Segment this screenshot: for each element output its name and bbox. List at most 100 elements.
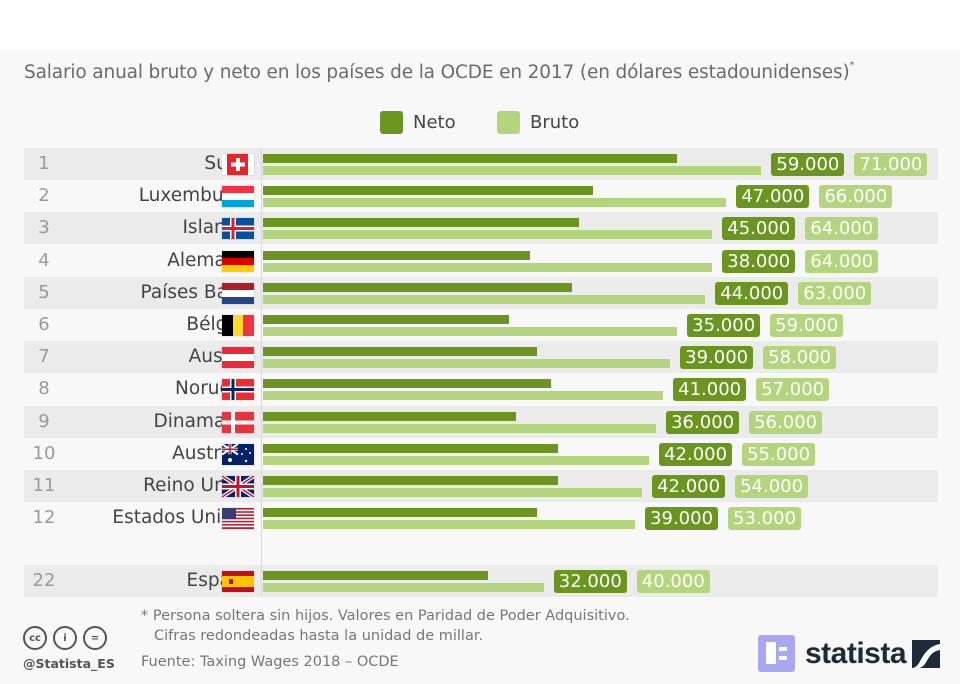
legend-swatch-bruto bbox=[497, 110, 520, 134]
bar-neto bbox=[263, 476, 558, 485]
data-label-bruto: 40.000 bbox=[636, 570, 710, 593]
data-label-neto: 39.000 bbox=[645, 507, 719, 531]
bar-neto bbox=[263, 347, 537, 357]
rank-label: 11 bbox=[32, 475, 56, 496]
bar-bruto bbox=[263, 359, 671, 369]
table-row: 2 Luxemburgo 47.000 66.000 bbox=[24, 180, 938, 212]
bar-bruto bbox=[263, 488, 643, 497]
table-row: 9 Dinamarca 36.000 56.000 bbox=[24, 405, 938, 438]
data-label-bruto: 64.000 bbox=[805, 249, 879, 273]
statista-mark-icon bbox=[758, 635, 795, 672]
bar-bruto bbox=[263, 391, 664, 401]
united-states-flag-icon bbox=[222, 508, 254, 530]
data-label-neto: 41.000 bbox=[673, 378, 747, 402]
rank-label: 7 bbox=[38, 346, 50, 368]
bar-neto bbox=[263, 218, 579, 228]
data-label-bruto: 63.000 bbox=[798, 281, 872, 305]
title-footnote-marker: * bbox=[849, 60, 855, 71]
table-row: 22 España 32.000 40.000 bbox=[24, 565, 938, 597]
norway-flag-icon bbox=[222, 379, 254, 401]
table-row: 4 Alemania 38.000 64.000 bbox=[24, 245, 938, 277]
data-label-neto: 42.000 bbox=[652, 475, 726, 498]
data-label-neto: 32.000 bbox=[553, 570, 627, 593]
table-row: 6 Bélgica 35.000 59.000 bbox=[24, 309, 938, 341]
rank-label: 8 bbox=[38, 378, 50, 400]
statista-wordmark: statista bbox=[805, 636, 907, 670]
table-row: 10 Australia 42.000 55.000 bbox=[24, 438, 938, 470]
bar-neto bbox=[263, 186, 593, 196]
axis-baseline bbox=[261, 148, 262, 596]
table-row: 5 Países Bajos 44.000 63.000 bbox=[24, 276, 938, 309]
bar-bruto bbox=[263, 423, 657, 433]
data-label-bruto: 64.000 bbox=[805, 217, 879, 241]
chart-title: Salario anual bruto y neto en los países… bbox=[24, 60, 855, 83]
australia-flag-icon bbox=[222, 443, 254, 465]
data-label-neto: 35.000 bbox=[687, 314, 761, 337]
data-label-neto: 45.000 bbox=[722, 217, 796, 241]
legend-item-bruto: Bruto bbox=[497, 110, 579, 134]
table-row: 8 Noruega 41.000 57.000 bbox=[24, 373, 938, 405]
data-label-neto: 39.000 bbox=[680, 346, 754, 370]
source-text: Fuente: Taxing Wages 2018 – OCDE bbox=[141, 654, 399, 670]
footnote-line-1: * Persona soltera sin hijos. Valores en … bbox=[141, 608, 630, 624]
rank-label: 12 bbox=[32, 507, 56, 529]
switzerland-flag-icon bbox=[222, 154, 254, 175]
bar-neto bbox=[263, 315, 509, 324]
social-handle: @Statista_ES bbox=[23, 656, 115, 671]
legend-label-neto: Neto bbox=[413, 111, 456, 133]
data-label-neto: 42.000 bbox=[659, 442, 733, 466]
rank-label: 9 bbox=[38, 410, 50, 432]
table-row: 12 Estados Unidos 39.000 53.000 bbox=[24, 502, 938, 534]
germany-flag-icon bbox=[222, 250, 254, 272]
rank-label: 6 bbox=[38, 314, 50, 335]
united-kingdom-flag-icon bbox=[222, 476, 254, 497]
bar-neto bbox=[263, 443, 558, 453]
rank-label: 4 bbox=[38, 249, 50, 271]
rank-label: 1 bbox=[38, 153, 50, 174]
data-label-bruto: 66.000 bbox=[819, 185, 893, 209]
rank-label: 10 bbox=[32, 442, 56, 464]
bar-bruto bbox=[263, 230, 713, 240]
bar-bruto bbox=[263, 198, 727, 208]
data-label-bruto: 71.000 bbox=[854, 153, 928, 176]
luxembourg-flag-icon bbox=[222, 186, 254, 208]
data-label-neto: 44.000 bbox=[715, 281, 789, 305]
bar-bruto bbox=[263, 294, 706, 304]
statista-logo: statista bbox=[758, 635, 941, 672]
data-label-neto: 36.000 bbox=[666, 410, 740, 434]
legend-label-bruto: Bruto bbox=[530, 111, 580, 133]
bar-neto bbox=[263, 282, 572, 292]
table-row: 7 Austria 39.000 58.000 bbox=[24, 341, 938, 374]
bar-neto bbox=[263, 508, 537, 518]
footnote-line-2: Cifras redondeadas hasta la unidad de mi… bbox=[154, 628, 484, 644]
statista-wave-icon bbox=[912, 639, 941, 668]
nd-icon: = bbox=[83, 626, 107, 650]
table-row: 3 Islandia 45.000 64.000 bbox=[24, 212, 938, 245]
netherlands-flag-icon bbox=[222, 282, 254, 304]
spain-flag-icon bbox=[222, 571, 254, 592]
iceland-flag-icon bbox=[222, 218, 254, 240]
bar-bruto bbox=[263, 520, 636, 530]
rank-label: 3 bbox=[38, 217, 50, 239]
data-label-bruto: 56.000 bbox=[749, 410, 823, 434]
bar-bruto bbox=[263, 262, 713, 272]
bar-neto bbox=[263, 379, 551, 389]
category-label: Estados Unidos bbox=[112, 507, 254, 529]
table-row: 11 Reino Unido 42.000 54.000 bbox=[24, 470, 938, 502]
belgium-flag-icon bbox=[222, 315, 254, 336]
data-label-bruto: 53.000 bbox=[728, 507, 802, 531]
bar-neto bbox=[263, 250, 530, 260]
denmark-flag-icon bbox=[222, 411, 254, 433]
data-label-bruto: 54.000 bbox=[735, 475, 809, 498]
by-icon: i bbox=[53, 626, 77, 650]
data-label-neto: 38.000 bbox=[722, 249, 796, 273]
legend-swatch-neto bbox=[380, 110, 403, 134]
bar-bruto bbox=[263, 327, 678, 336]
bar-neto bbox=[263, 571, 488, 580]
chart-title-text: Salario anual bruto y neto en los países… bbox=[24, 62, 850, 83]
bar-bruto bbox=[263, 455, 650, 465]
rank-label: 22 bbox=[32, 570, 56, 591]
rank-label: 5 bbox=[38, 281, 50, 303]
